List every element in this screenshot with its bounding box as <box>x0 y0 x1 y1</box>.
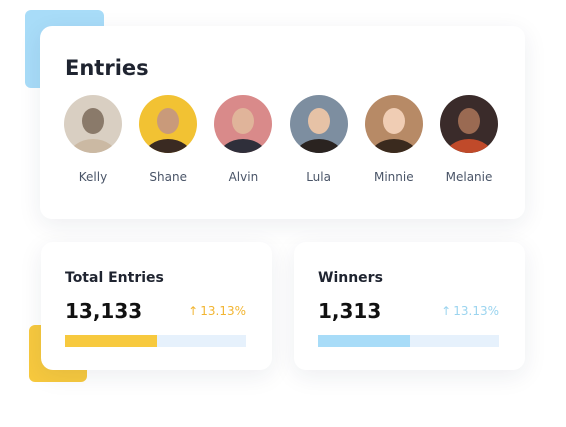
stat-card: Total Entries 13,133 ↑ 13.13% <box>41 242 272 370</box>
entry-name: Shane <box>149 170 187 184</box>
stat-value: 1,313 <box>318 299 382 323</box>
entry-name: Alvin <box>228 170 259 184</box>
avatar-figure <box>295 108 342 153</box>
stat-change: ↑ 13.13% <box>441 304 499 318</box>
entry-name: Lula <box>306 170 331 184</box>
stat-value: 13,133 <box>65 299 143 323</box>
avatar <box>64 95 122 153</box>
stat-label: Total Entries <box>65 270 164 286</box>
avatar <box>139 95 198 153</box>
arrow-up-icon: ↑ <box>188 304 199 318</box>
entry-name: Kelly <box>78 170 108 184</box>
entry-name: Melanie <box>445 170 493 184</box>
avatar <box>364 95 423 153</box>
avatar-figure <box>370 108 418 153</box>
progress-fill <box>65 335 158 347</box>
entries-title: Entries <box>65 56 149 80</box>
entries-card: Entries Kelly Shane Alvin Lula Minnie Melanie <box>40 26 525 219</box>
arrow-up-icon: ↑ <box>441 304 452 318</box>
progress-track <box>65 335 246 347</box>
avatar-figure <box>69 108 117 153</box>
avatar-figure <box>144 108 192 153</box>
avatar <box>214 95 273 153</box>
stat-card: Winners 1,313 ↑ 13.13% <box>294 242 525 370</box>
progress-fill <box>318 335 411 347</box>
avatar-figure <box>219 108 267 153</box>
stat-change: ↑ 13.13% <box>188 304 246 318</box>
entry-name: Minnie <box>373 170 414 184</box>
avatar-figure <box>445 108 493 153</box>
avatar <box>289 95 348 153</box>
avatar <box>440 95 498 153</box>
stat-label: Winners <box>318 270 383 286</box>
progress-track <box>318 335 499 347</box>
